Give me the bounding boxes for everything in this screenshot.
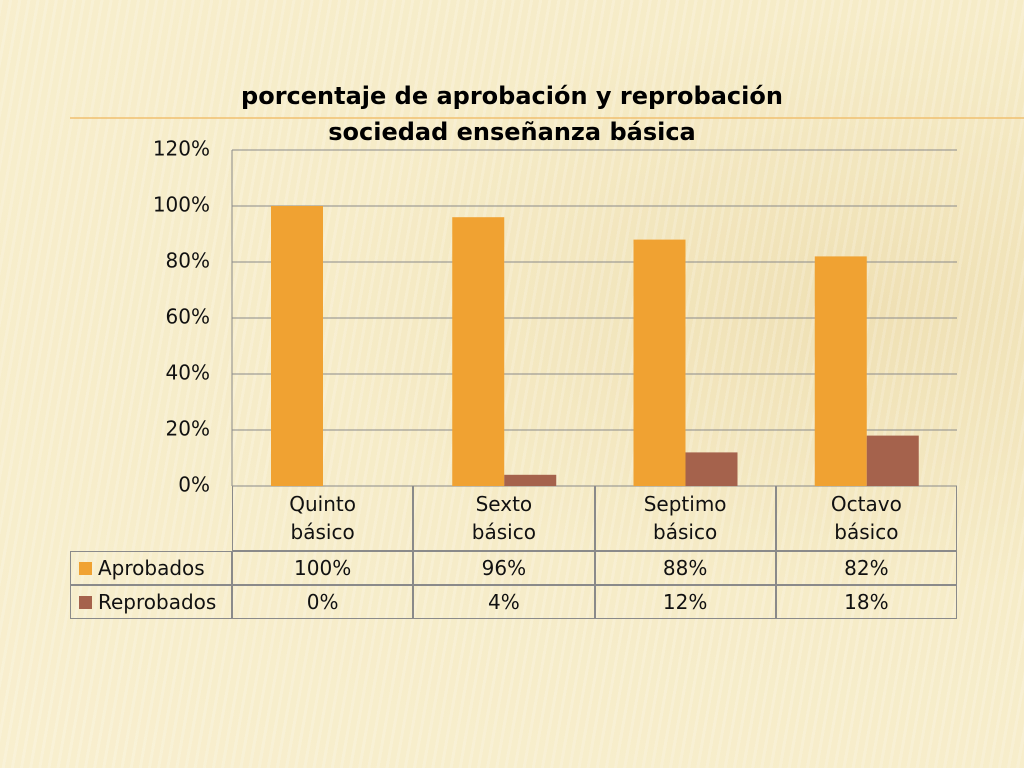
legend-label: Aprobados [98,556,205,580]
bar [271,206,323,486]
y-tick-label: 60% [166,305,210,329]
table-value: 18% [775,585,957,619]
y-tick-label: 40% [166,361,210,385]
y-tick-label: 120% [153,137,210,161]
category-label: Sexto básico [413,486,595,551]
chart-title: porcentaje de aprobación y reprobación s… [241,82,783,146]
y-tick-label: 0% [178,473,210,497]
y-tick-label: 20% [166,417,210,441]
bar [685,452,738,486]
category-label: Quinto básico [232,486,414,551]
legend-label: Reprobados [98,590,217,614]
table-value: 12% [594,585,776,619]
legend-entry: Aprobados [70,551,232,585]
legend-entry: Reprobados [70,585,232,619]
bar [504,474,557,486]
bar [866,435,919,486]
category-label: Septimo básico [594,486,776,551]
table-value: 4% [413,585,595,619]
bar [452,217,505,486]
y-tick-label: 100% [153,193,210,217]
table-value: 0% [232,585,414,619]
legend-swatch [79,595,92,609]
table-value: 88% [594,551,776,585]
bar [633,239,686,486]
table-value: 100% [232,551,414,585]
y-tick-label: 80% [166,249,210,273]
bar [814,256,867,486]
table-value: 82% [775,551,957,585]
table-value: 96% [413,551,595,585]
category-label: Octavo básico [775,486,957,551]
legend-swatch [79,561,92,575]
